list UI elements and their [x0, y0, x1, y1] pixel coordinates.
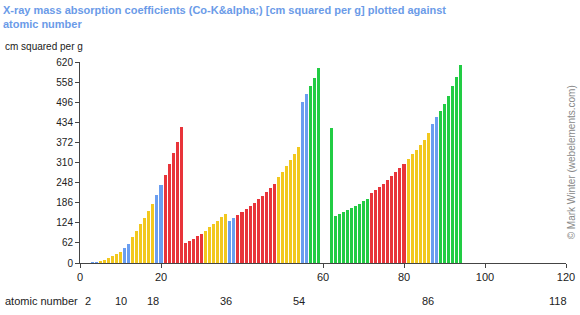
svg-text:558: 558 — [56, 77, 73, 88]
svg-text:atomic number: atomic number — [5, 295, 78, 307]
svg-text:60: 60 — [317, 271, 329, 283]
svg-text:124: 124 — [56, 217, 73, 228]
svg-text:496: 496 — [56, 97, 73, 108]
svg-text:310: 310 — [56, 157, 73, 168]
svg-text:54: 54 — [293, 295, 305, 307]
svg-text:18: 18 — [147, 295, 159, 307]
svg-text:2: 2 — [85, 295, 91, 307]
svg-text:20: 20 — [155, 271, 167, 283]
svg-text:10: 10 — [115, 295, 127, 307]
svg-text:118: 118 — [549, 295, 567, 307]
svg-text:cm squared per g: cm squared per g — [5, 41, 83, 52]
svg-text:186: 186 — [56, 197, 73, 208]
svg-text:434: 434 — [56, 117, 73, 128]
svg-text:X-ray mass absorption coeffici: X-ray mass absorption coefficients (Co-K… — [3, 4, 446, 30]
svg-text:100: 100 — [476, 271, 494, 283]
svg-text:120: 120 — [557, 271, 575, 283]
svg-text:36: 36 — [220, 295, 232, 307]
svg-text:86: 86 — [422, 295, 434, 307]
svg-text:0: 0 — [67, 258, 73, 269]
svg-text:372: 372 — [56, 137, 73, 148]
svg-text:80: 80 — [398, 271, 410, 283]
svg-text:248: 248 — [56, 177, 73, 188]
svg-text:0: 0 — [77, 271, 83, 283]
svg-text:620: 620 — [56, 57, 73, 68]
svg-text:© Mark Winter (webelements.com: © Mark Winter (webelements.com) — [566, 85, 577, 239]
svg-text:62: 62 — [62, 237, 74, 248]
